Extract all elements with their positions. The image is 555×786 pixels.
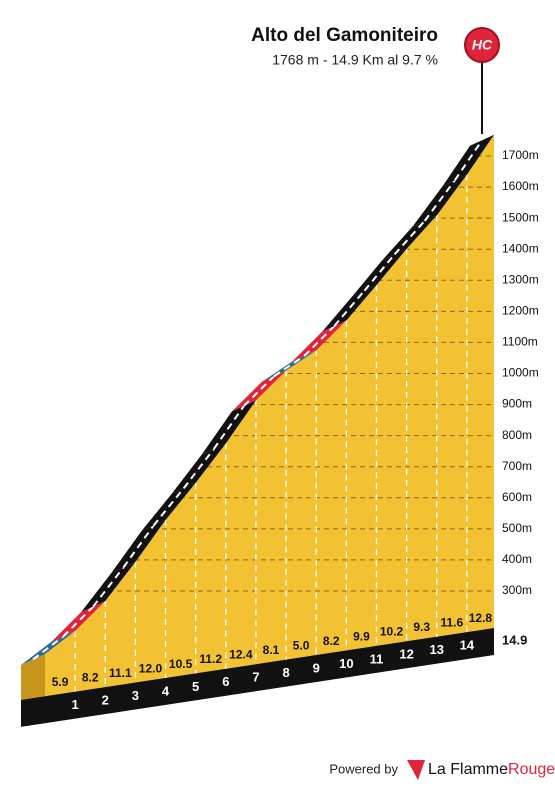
km-label: 4	[162, 683, 170, 698]
road-segment	[51, 600, 106, 643]
road-centerline	[273, 355, 305, 377]
road-segment	[322, 285, 377, 332]
gradient-label: 11.1	[109, 666, 132, 680]
road-segment	[231, 370, 287, 412]
distance-label: 14.9	[502, 632, 527, 647]
gradient-label: 10.5	[169, 657, 193, 671]
km-label: 6	[222, 674, 229, 689]
badge	[464, 27, 500, 63]
y-tick-label: 1500m	[502, 210, 539, 224]
y-tick-label: 1100m	[502, 335, 538, 349]
km-label: 3	[132, 688, 139, 703]
road-segment	[292, 320, 347, 362]
gradient-label: 11.6	[440, 616, 463, 630]
km-label: 12	[399, 647, 413, 662]
y-tick-label: 400m	[502, 552, 532, 566]
km-label: 8	[282, 665, 289, 680]
left-face	[21, 653, 45, 700]
gradient-label: 11.2	[199, 652, 222, 666]
road-segment	[352, 248, 407, 297]
km-label: 10	[339, 656, 353, 671]
gradient-label: 9.3	[413, 620, 430, 634]
road-centerline	[393, 220, 426, 255]
gradient-label: 9.9	[353, 629, 370, 643]
road-centerline	[182, 448, 215, 489]
y-tick-label: 500m	[502, 521, 532, 535]
brand-2: Rouge	[508, 761, 555, 778]
road-centerline	[333, 289, 366, 327]
road-centerline	[454, 139, 483, 181]
gradient-label: 8.2	[323, 634, 340, 648]
subtitle: 1768 m - 14.9 Km al 9.7 %	[272, 52, 438, 68]
km-label: 1	[72, 697, 79, 712]
gradient-label: 12.8	[469, 611, 493, 625]
y-tick-label: 1400m	[502, 241, 539, 255]
base-band	[21, 628, 494, 727]
gradient-label: 10.2	[380, 625, 404, 639]
y-tick-label: 1200m	[502, 304, 539, 318]
gradient-label: 8.1	[263, 643, 280, 657]
km-label: 7	[252, 670, 259, 685]
y-tick-label: 1600m	[502, 179, 539, 193]
km-label: 5	[192, 679, 199, 694]
road-centerline	[212, 405, 245, 450]
road-centerline	[363, 253, 396, 292]
y-tick-label: 800m	[502, 428, 532, 442]
brand-1: La Flamme	[428, 761, 508, 778]
km-label: 13	[430, 642, 444, 657]
gradient-label: 12.4	[229, 648, 253, 662]
road-centerline	[122, 524, 155, 569]
gradient-label: 12.0	[139, 661, 163, 675]
y-tick-label: 1000m	[502, 366, 539, 380]
km-label: 11	[370, 651, 384, 666]
powered-by: Powered by	[329, 761, 398, 776]
gradient-label: 5.0	[293, 638, 310, 652]
km-label: 2	[102, 693, 109, 708]
brand-logo	[407, 760, 425, 780]
road-centerline	[92, 566, 125, 608]
y-tick-label: 600m	[502, 490, 532, 504]
y-tick-label: 1300m	[502, 272, 539, 286]
y-tick-label: 700m	[502, 459, 532, 473]
road-centerline	[152, 487, 185, 527]
gradient-label: 5.9	[52, 675, 69, 689]
title: Alto del Gamoniteiro	[251, 25, 438, 46]
brand: La FlammeRouge	[428, 761, 555, 778]
road-segment	[382, 215, 437, 260]
y-tick-label: 900m	[502, 397, 532, 411]
plot: 300m400m500m600m700m800m900m1000m1100m12…	[21, 134, 539, 727]
km-label: 14	[460, 638, 475, 653]
road-centerline	[423, 179, 456, 222]
km-label: 9	[313, 660, 320, 675]
road-centerline	[32, 635, 64, 661]
y-tick-label: 1700m	[502, 148, 539, 162]
badge-label: HC	[472, 37, 493, 53]
y-tick-label: 300m	[502, 583, 532, 597]
front-face	[45, 134, 494, 697]
road-segment	[141, 482, 196, 532]
gradient-label: 8.2	[82, 671, 99, 685]
